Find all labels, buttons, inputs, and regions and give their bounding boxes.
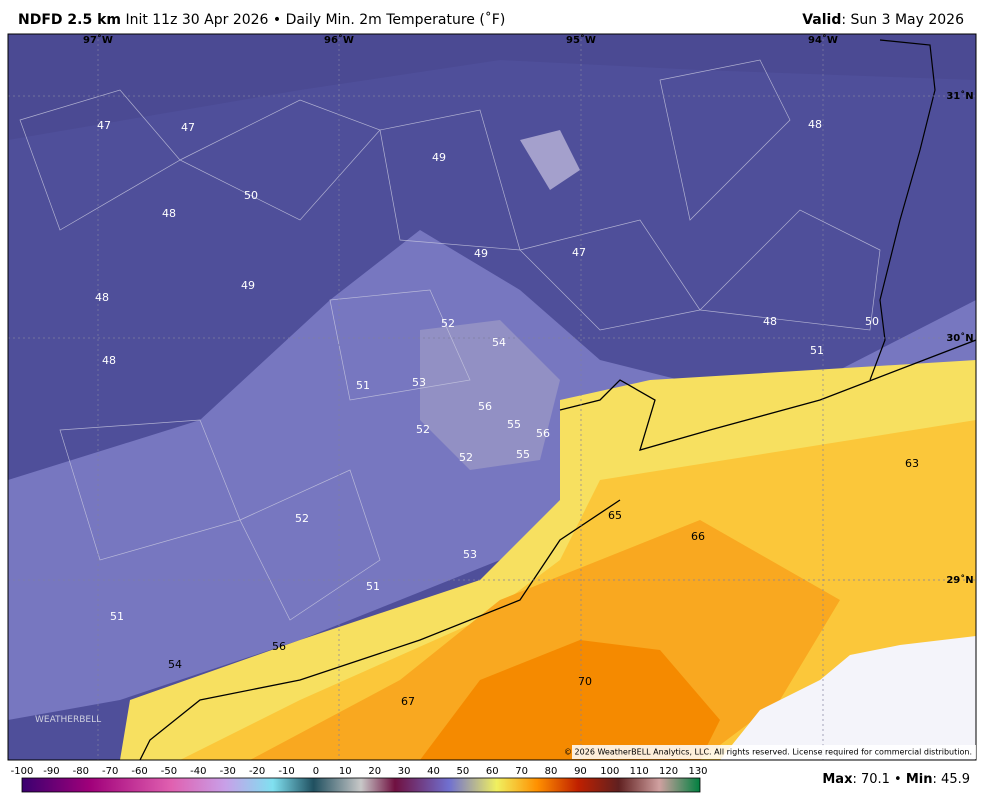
station-value: 51 — [810, 344, 824, 357]
footer: Max: 70.1 • Min: 45.9 — [822, 772, 970, 787]
station-value: 48 — [808, 118, 822, 131]
station-value: 70 — [578, 675, 592, 688]
colorbar-tick: 30 — [398, 766, 411, 777]
station-value: 52 — [441, 317, 455, 330]
colorbar-tick: 100 — [600, 766, 619, 777]
station-value: 51 — [110, 610, 124, 623]
station-value: 50 — [244, 189, 258, 202]
colorbar-tick: 80 — [545, 766, 558, 777]
station-value: 48 — [95, 291, 109, 304]
longitude-label: 97˚W — [83, 34, 113, 46]
station-value: 48 — [763, 315, 777, 328]
station-value: 66 — [691, 530, 705, 543]
valid: Valid: Sun 3 May 2026 — [802, 12, 964, 28]
min-label: Min — [905, 772, 933, 787]
station-value: 56 — [272, 640, 286, 653]
station-value: 49 — [241, 279, 255, 292]
station-value: 63 — [905, 457, 919, 470]
colorbar-tick: -10 — [278, 766, 294, 777]
description: Init 11z 30 Apr 2026 • Daily Min. 2m Tem… — [125, 12, 506, 28]
copyright: © 2026 WeatherBELL Analytics, LLC. All r… — [564, 748, 972, 757]
station-value: 65 — [608, 509, 622, 522]
station-value: 53 — [412, 376, 426, 389]
colorbar-tick: -50 — [161, 766, 177, 777]
station-value: 54 — [492, 336, 506, 349]
station-value: 49 — [432, 151, 446, 164]
station-value: 67 — [401, 695, 415, 708]
colorbar-tick: 40 — [427, 766, 440, 777]
colorbar — [21, 777, 701, 793]
station-value: 49 — [474, 247, 488, 260]
colorbar-tick: 10 — [339, 766, 352, 777]
station-value: 52 — [295, 512, 309, 525]
longitude-label: 95˚W — [566, 34, 596, 46]
min-value: : 45.9 — [932, 772, 970, 787]
title: NDFD 2.5 km Init 11z 30 Apr 2026 • Daily… — [18, 12, 505, 28]
colorbar-tick: -20 — [249, 766, 265, 777]
station-value: 51 — [356, 379, 370, 392]
latitude-label: 31˚N — [946, 90, 973, 102]
max-value: : 70.1 • — [852, 772, 902, 787]
valid-date: : Sun 3 May 2026 — [841, 12, 964, 28]
colorbar-tick: -90 — [43, 766, 59, 777]
colorbar-tick: 90 — [574, 766, 587, 777]
colorbar-tick: -70 — [102, 766, 118, 777]
colorbar-tick: 130 — [688, 766, 707, 777]
station-value: 55 — [507, 418, 521, 431]
station-value: 50 — [865, 315, 879, 328]
station-value: 53 — [463, 548, 477, 561]
colorbar-tick: 110 — [630, 766, 649, 777]
logo: WEATHERBELL — [35, 715, 101, 725]
station-value: 54 — [168, 658, 182, 671]
max-label: Max — [822, 772, 853, 787]
station-value: 47 — [181, 121, 195, 134]
map-area — [8, 34, 976, 760]
product: NDFD 2.5 km — [18, 12, 121, 28]
colorbar-tick: 60 — [486, 766, 499, 777]
latitude-label: 29˚N — [946, 574, 973, 586]
station-value: 47 — [572, 246, 586, 259]
longitude-label: 96˚W — [324, 34, 354, 46]
colorbar-tick: 0 — [313, 766, 319, 777]
colorbar-tick: -30 — [220, 766, 236, 777]
colorbar-tick: 50 — [457, 766, 470, 777]
longitude-label: 94˚W — [808, 34, 838, 46]
colorbar-tick: -100 — [11, 766, 34, 777]
station-value: 52 — [459, 451, 473, 464]
station-value: 52 — [416, 423, 430, 436]
valid-label: Valid — [802, 12, 842, 28]
station-value: 48 — [102, 354, 116, 367]
station-value: 48 — [162, 207, 176, 220]
station-value: 47 — [97, 119, 111, 132]
colorbar-tick: -40 — [190, 766, 206, 777]
colorbar-tick: 70 — [515, 766, 528, 777]
colorbar-tick: 20 — [368, 766, 381, 777]
station-value: 51 — [366, 580, 380, 593]
station-value: 56 — [478, 400, 492, 413]
latitude-label: 30˚N — [946, 332, 973, 344]
station-value: 56 — [536, 427, 550, 440]
colorbar-tick: -80 — [73, 766, 89, 777]
station-value: 55 — [516, 448, 530, 461]
colorbar-tick: 120 — [659, 766, 678, 777]
colorbar-tick: -60 — [131, 766, 147, 777]
